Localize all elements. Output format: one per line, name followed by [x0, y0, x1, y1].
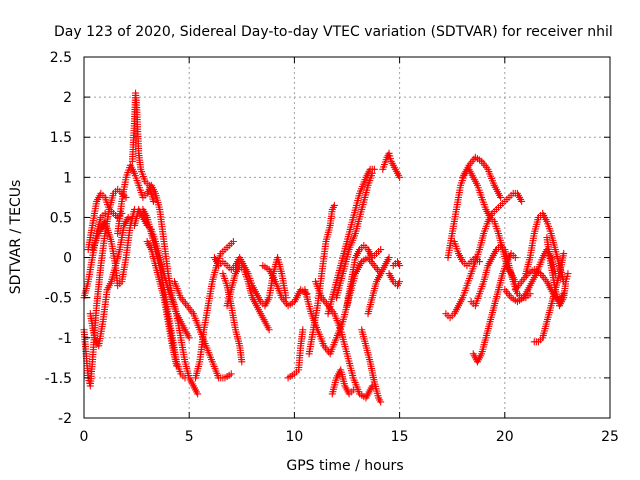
series-track20: [311, 278, 376, 402]
series-track21: [328, 366, 357, 398]
y-tick-label: 1: [63, 170, 72, 186]
data-point: [238, 358, 246, 366]
data-point: [349, 386, 357, 394]
series-track13: [210, 254, 290, 310]
data-point: [122, 193, 130, 201]
y-tick-label: 0: [63, 251, 72, 267]
x-tick-label: 10: [285, 429, 303, 445]
series-track29: [389, 258, 404, 270]
data-point: [227, 370, 235, 378]
series-track33: [459, 153, 505, 201]
series-track27: [379, 149, 404, 181]
series-track6: [114, 161, 193, 342]
x-axis-title: GPS time / hours: [286, 458, 403, 474]
y-tick-label: 1.5: [50, 130, 72, 146]
series-track23: [332, 169, 376, 302]
series-track32: [450, 238, 484, 270]
data-point: [149, 197, 157, 205]
data-point: [385, 254, 393, 262]
data-point: [370, 165, 378, 173]
y-tick-label: 0.5: [50, 210, 72, 226]
y-tick-label: 2: [63, 90, 72, 106]
data-layer: [80, 89, 572, 406]
x-tick-label: 15: [391, 429, 409, 445]
data-point: [173, 362, 181, 370]
data-point: [497, 193, 505, 201]
series-track38: [522, 209, 568, 286]
series-track24: [343, 242, 385, 310]
series-track25: [358, 326, 385, 406]
x-tick-label: 20: [496, 429, 514, 445]
data-point: [299, 326, 307, 334]
ticks: [83, 56, 611, 419]
series-track10: [143, 238, 181, 370]
data-point: [368, 169, 376, 177]
data-point: [265, 326, 273, 334]
data-point: [377, 398, 385, 406]
y-tick-label: -1.5: [45, 371, 72, 387]
plot-frame: [83, 56, 611, 419]
data-point: [560, 250, 568, 258]
series-track36: [501, 246, 559, 306]
data-point: [511, 254, 519, 262]
data-point: [564, 270, 572, 278]
series-track30: [442, 189, 526, 322]
series-track22: [324, 165, 378, 318]
data-point: [185, 334, 193, 342]
data-point: [377, 246, 385, 254]
series-track26: [364, 254, 393, 318]
series-track15: [219, 270, 246, 366]
data-point: [396, 173, 404, 181]
series-track40: [543, 234, 572, 310]
series-track35: [469, 250, 519, 366]
series-track2: [84, 189, 126, 254]
data-point: [124, 213, 132, 221]
y-tick-label: 2.5: [50, 50, 72, 66]
data-point: [101, 209, 109, 217]
series-track12: [192, 238, 237, 382]
data-point: [330, 201, 338, 209]
data-point: [476, 258, 484, 266]
series-track7: [128, 89, 157, 205]
y-tick-label: -0.5: [45, 291, 72, 307]
data-point: [518, 197, 526, 205]
data-point: [181, 374, 189, 382]
chart-title: Day 123 of 2020, Sidereal Day-to-day VTE…: [54, 24, 613, 40]
x-tick-label: 5: [185, 429, 194, 445]
y-tick-label: -1: [58, 331, 72, 347]
y-axis-title: SDTVAR / TECUs: [8, 180, 24, 295]
data-point: [396, 262, 404, 270]
y-tick-label: -2: [58, 411, 72, 427]
x-tick-label: 0: [80, 429, 89, 445]
data-point: [229, 238, 237, 246]
series-track4: [86, 213, 132, 350]
series-track28: [385, 270, 404, 290]
tick-labels: 0 5 10 15 20 25 -2 -1.5 -1 -0.5 0 0.5 1 1.5 2 2.5: [45, 50, 619, 445]
series-track17: [284, 326, 307, 382]
grid: [84, 57, 610, 418]
x-tick-label: 25: [601, 429, 619, 445]
data-point: [194, 390, 202, 398]
data-point: [396, 278, 404, 286]
